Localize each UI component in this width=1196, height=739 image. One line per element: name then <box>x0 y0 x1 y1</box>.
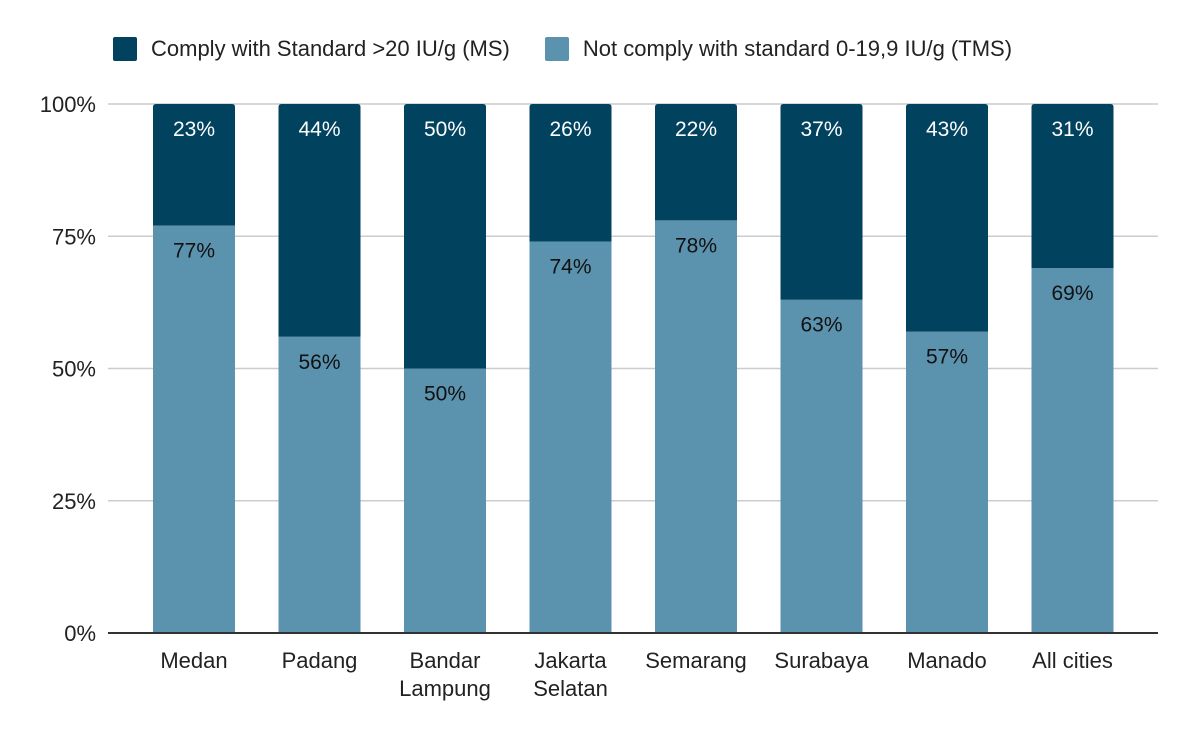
x-tick-label: Surabaya <box>774 648 869 673</box>
y-tick-label: 50% <box>52 357 96 382</box>
bar-segment-tms <box>906 331 988 633</box>
bar-segment-ms <box>278 104 361 337</box>
bar-segment-ms <box>906 104 988 332</box>
bar-segment-ms <box>780 104 863 300</box>
legend-swatch-ms <box>113 37 137 61</box>
data-label: 77% <box>173 240 215 263</box>
bar-segment-tms <box>529 241 612 634</box>
x-tick-label: Medan <box>160 648 227 673</box>
data-label: 63% <box>800 314 842 337</box>
bar-segment-tms <box>278 336 361 633</box>
legend-swatch-tms <box>544 37 569 61</box>
y-tick-label: 100% <box>40 92 96 117</box>
x-tick-label: Bandar <box>410 648 481 673</box>
data-label: 50% <box>424 383 466 406</box>
data-label: 22% <box>675 118 717 141</box>
bar-segment-tms <box>1031 267 1114 633</box>
data-label: 23% <box>173 118 215 141</box>
bar-segment-ms <box>655 104 737 221</box>
legend-label-ms: Comply with Standard >20 IU/g (MS) <box>151 36 510 61</box>
data-label: 57% <box>926 345 968 368</box>
data-label: 43% <box>926 118 968 141</box>
bar-segment-tms <box>404 368 486 633</box>
x-tick-label: Padang <box>282 648 358 673</box>
legend-label-tms: Not comply with standard 0-19,9 IU/g (TM… <box>582 36 1013 61</box>
x-tick-label: Selatan <box>533 676 608 701</box>
bar-segment-tms <box>780 299 863 633</box>
data-label: 31% <box>1051 118 1093 141</box>
data-label: 44% <box>298 118 340 141</box>
data-label: 78% <box>675 234 717 257</box>
bar-segment-ms <box>1031 104 1114 268</box>
x-tick-label: Lampung <box>399 676 491 701</box>
legend-item-ms: Comply with Standard >20 IU/g (MS) <box>113 36 510 62</box>
x-tick-label: All cities <box>1032 648 1113 673</box>
bar-segment-ms <box>404 104 486 369</box>
x-tick-label: Semarang <box>645 648 747 673</box>
data-label: 37% <box>800 118 842 141</box>
data-label: 26% <box>549 118 591 141</box>
bar-segment-ms <box>153 104 235 226</box>
data-label: 50% <box>424 118 466 141</box>
x-tick-label: Jakarta <box>534 648 607 673</box>
x-tick-label: Manado <box>907 648 987 673</box>
legend-item-tms: Not comply with standard 0-19,9 IU/g (TM… <box>544 36 1013 62</box>
y-tick-label: 75% <box>52 224 96 249</box>
bar-segment-ms <box>529 104 612 242</box>
y-tick-label: 0% <box>64 621 96 646</box>
bar-segment-tms <box>655 220 737 633</box>
legend: Comply with Standard >20 IU/g (MS) Not c… <box>113 36 1047 62</box>
y-tick-label: 25% <box>52 489 96 514</box>
data-label: 56% <box>298 351 340 374</box>
data-label: 74% <box>549 256 591 279</box>
data-label: 69% <box>1051 282 1093 305</box>
bar-segment-tms <box>153 225 235 634</box>
